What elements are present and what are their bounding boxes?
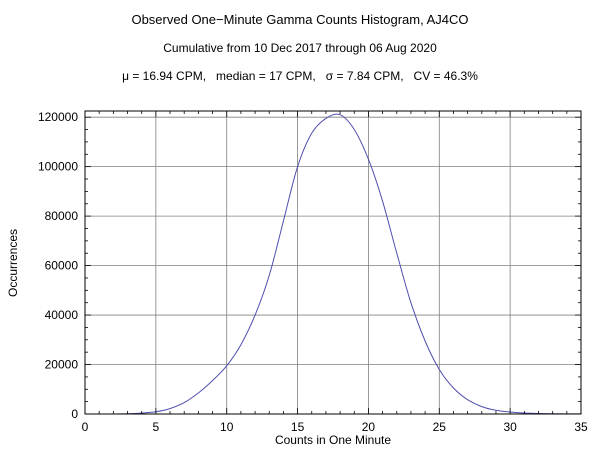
grid-layer (85, 111, 581, 414)
tick-label-layer: 0 5 10 15 20 25 30 35 0 20000 40000 60000 80000 10000… (38, 110, 588, 434)
x-tick-label: 30 (503, 420, 517, 434)
x-tick-label: 15 (291, 420, 305, 434)
tick-layer (84, 111, 582, 415)
y-tick-label: 0 (71, 407, 78, 421)
y-tick-label: 20000 (45, 358, 79, 372)
y-tick-label: 60000 (45, 259, 79, 273)
histogram-curve (84, 113, 581, 415)
x-tick-label: 35 (574, 420, 588, 434)
y-tick-label: 120000 (38, 110, 78, 124)
y-axis-label: Occurrences (6, 229, 20, 297)
curve-layer (84, 113, 581, 415)
x-axis-label: Counts in One Minute (275, 433, 391, 447)
y-tick-label: 80000 (45, 209, 79, 223)
plot-frame (84, 110, 582, 415)
x-tick-label: 25 (433, 420, 447, 434)
x-tick-label: 10 (220, 420, 234, 434)
frame-rect (84, 110, 582, 415)
y-tick-label: 40000 (45, 308, 79, 322)
chart-stats-line: μ = 16.94 CPM, median = 17 CPM, σ = 7.84… (122, 69, 478, 83)
y-tick-label: 100000 (38, 160, 78, 174)
x-tick-label: 0 (82, 420, 89, 434)
chart-subtitle: Cumulative from 10 Dec 2017 through 06 A… (163, 41, 437, 55)
chart-title: Observed One−Minute Gamma Counts Histogr… (131, 12, 469, 27)
x-tick-label: 20 (362, 420, 376, 434)
x-tick-label: 5 (153, 420, 160, 434)
